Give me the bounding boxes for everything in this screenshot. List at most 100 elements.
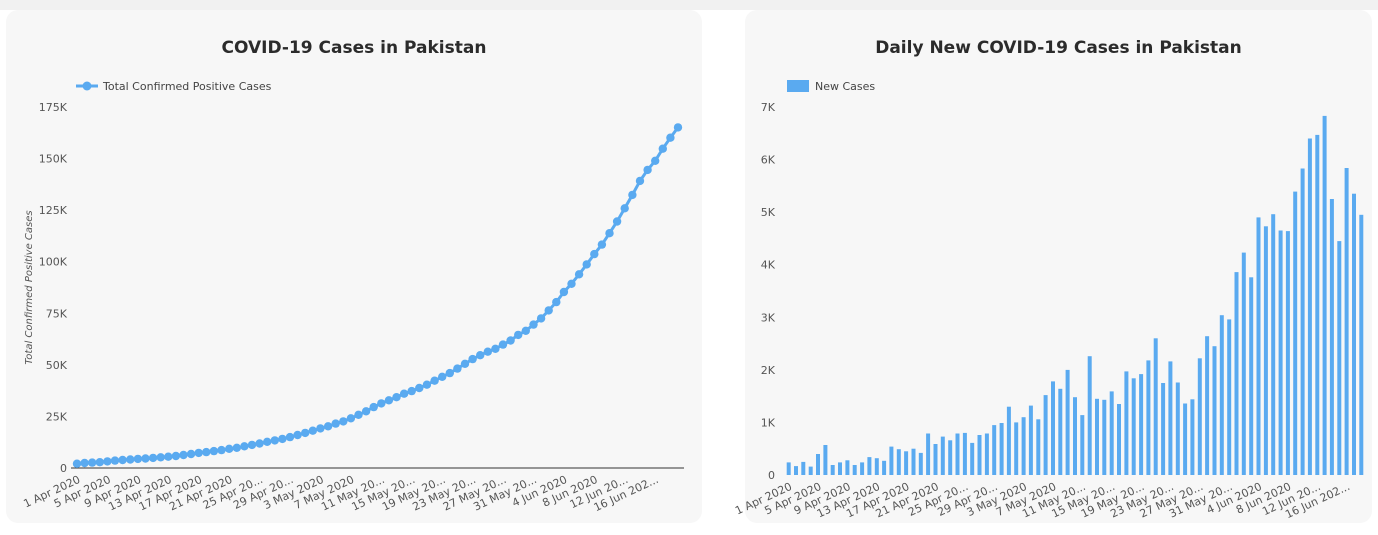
y-tick-label: 25K [46, 410, 68, 423]
data-point [658, 144, 667, 153]
data-point [278, 434, 287, 444]
bar [1285, 231, 1290, 475]
y-axis-title: Total Confirmed Positive Cases [24, 210, 35, 364]
bar [1205, 336, 1210, 475]
bar [1307, 138, 1312, 475]
data-point [308, 426, 317, 435]
bar [1234, 272, 1239, 475]
bar [1153, 338, 1158, 475]
bar [1036, 419, 1041, 475]
data-point [369, 402, 378, 412]
data-point [399, 389, 409, 398]
y-tick-label: 7K [761, 101, 776, 114]
cumulative-cases-card: COVID-19 Cases in Pakistan Total Confirm… [6, 10, 702, 523]
bar [1139, 374, 1144, 475]
cumulative-line-chart: Total Confirmed Positive Cases 0 25K 50K 75K… [21, 80, 684, 514]
data-point [225, 444, 234, 453]
bar [852, 465, 857, 475]
y-tick-label: 175K [39, 101, 68, 114]
legend-marker [82, 81, 92, 91]
data-point [164, 452, 173, 461]
y-tick-label: 6K [761, 154, 776, 167]
data-point [179, 450, 188, 460]
data-point [529, 320, 538, 329]
data-point [635, 176, 645, 186]
data-point [301, 428, 310, 438]
bar [1014, 422, 1019, 475]
top-strip [0, 0, 1378, 10]
data-point [651, 156, 660, 165]
bar [1168, 361, 1173, 475]
data-point [559, 287, 569, 297]
series-line [76, 126, 680, 466]
y-tick-label: 150K [39, 153, 68, 166]
bar [1124, 371, 1129, 475]
data-point [103, 457, 112, 466]
bar [1300, 168, 1305, 475]
bar [1315, 134, 1320, 475]
data-point [255, 439, 264, 448]
bar [970, 442, 975, 475]
data-point [72, 459, 82, 468]
data-point [331, 419, 340, 428]
data-point [171, 451, 181, 461]
bar [1337, 241, 1342, 475]
bar [955, 433, 960, 475]
data-point [339, 417, 348, 426]
data-point [247, 440, 257, 450]
bar [1043, 395, 1048, 475]
bar [1249, 277, 1254, 475]
bar [1095, 398, 1099, 475]
bar [1329, 199, 1334, 475]
y-tick-label: 2K [761, 364, 776, 377]
bar [801, 461, 806, 475]
bar [1241, 252, 1246, 475]
bar [1073, 397, 1077, 475]
y-tick-label: 4K [761, 259, 776, 272]
bar [1344, 168, 1349, 475]
data-point [673, 123, 683, 132]
data-point [476, 351, 485, 360]
bar [977, 435, 982, 475]
data-point [491, 344, 500, 353]
data-point [468, 354, 477, 364]
data-point [422, 380, 432, 389]
bar [786, 462, 791, 475]
data-point [582, 260, 591, 269]
data-point [392, 393, 401, 402]
data-point [483, 347, 492, 356]
data-point [323, 422, 333, 431]
data-point [506, 336, 515, 345]
data-point [628, 190, 637, 200]
bar [1256, 217, 1261, 475]
bar [933, 444, 938, 475]
data-point [605, 229, 614, 238]
y-tick-label: 3K [761, 311, 776, 324]
data-point [377, 399, 386, 408]
data-point [514, 330, 523, 340]
bar [860, 462, 865, 475]
bar [1102, 399, 1107, 475]
data-point [133, 454, 143, 464]
bar [1227, 319, 1232, 475]
data-point [498, 340, 508, 349]
data-point [567, 279, 576, 288]
data-point [148, 453, 158, 463]
bar [1117, 404, 1121, 475]
data-point [384, 396, 394, 405]
bar [1109, 391, 1114, 475]
data-point [415, 383, 424, 393]
data-point [110, 456, 120, 465]
bar [1219, 315, 1224, 475]
data-point [597, 240, 607, 249]
bar [1161, 383, 1166, 475]
data-point [240, 442, 249, 451]
data-point [217, 445, 226, 455]
bar [1183, 403, 1188, 475]
bar [1175, 382, 1180, 475]
bar [889, 446, 894, 475]
data-point [285, 432, 295, 442]
data-point [80, 458, 89, 468]
y-tick-label: 100K [39, 256, 68, 269]
